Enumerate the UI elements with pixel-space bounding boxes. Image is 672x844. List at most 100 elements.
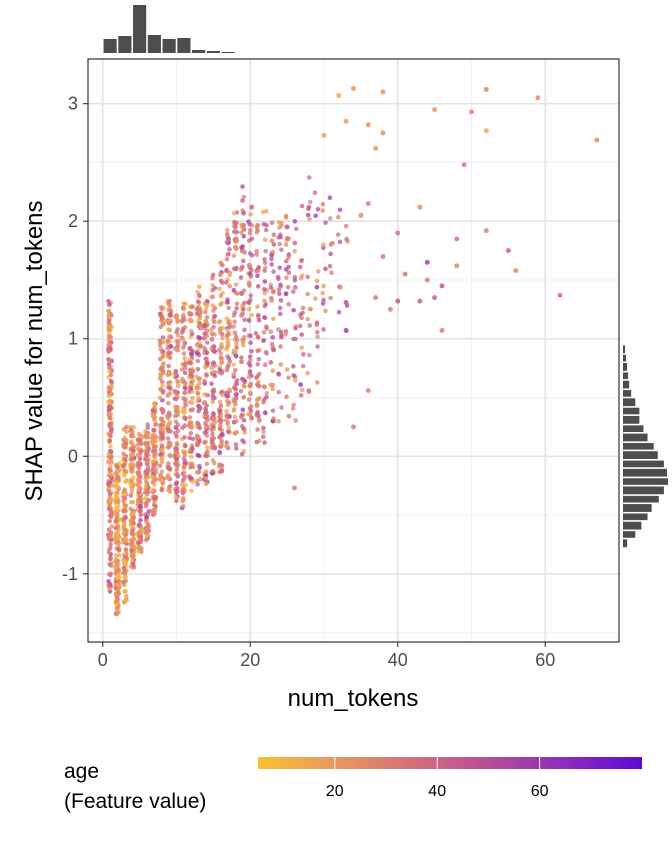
scatter-point	[123, 515, 128, 521]
scatter-point	[315, 269, 321, 274]
scatter-point	[172, 396, 178, 401]
scatter-point	[327, 263, 333, 269]
scatter-point	[195, 358, 201, 364]
scatter-point	[299, 332, 304, 337]
scatter-point	[290, 406, 296, 411]
scatter-point	[121, 579, 126, 585]
scatter-point	[166, 410, 172, 416]
scatter-point	[270, 368, 276, 374]
scatter-point	[203, 356, 209, 362]
scatter-point	[203, 331, 208, 336]
scatter-point	[217, 426, 223, 431]
scatter-point-outlier	[351, 85, 356, 91]
scatter-point	[197, 322, 203, 328]
scatter-point-outlier	[373, 295, 379, 301]
y-histogram-bar	[623, 504, 652, 512]
scatter-point	[283, 291, 289, 297]
scatter-point	[233, 367, 238, 373]
y-histogram-bar	[623, 372, 629, 380]
scatter-point	[242, 300, 247, 306]
scatter-point	[218, 344, 224, 350]
scatter-point	[122, 468, 128, 474]
scatter-point	[183, 416, 188, 421]
scatter-point	[220, 392, 225, 398]
scatter-point	[205, 417, 211, 423]
scatter-point-outlier	[395, 298, 401, 304]
scatter-point	[136, 473, 141, 479]
scatter-point	[182, 435, 187, 440]
scatter-point	[242, 335, 247, 340]
scatter-point	[225, 332, 231, 338]
scatter-point	[113, 505, 119, 511]
scatter-point-outlier	[439, 283, 445, 289]
scatter-point	[190, 479, 195, 485]
scatter-point	[209, 422, 215, 427]
y-histogram-bar	[623, 380, 630, 389]
scatter-point	[115, 497, 121, 503]
scatter-point	[293, 285, 298, 290]
scatter-point	[136, 487, 141, 493]
scatter-point	[106, 389, 112, 394]
scatter-point	[151, 405, 157, 411]
scatter-point	[290, 289, 296, 294]
scatter-point	[189, 454, 194, 460]
scatter-point-outlier	[380, 130, 386, 136]
scatter-point	[234, 238, 240, 244]
scatter-point	[276, 287, 282, 293]
scatter-point	[161, 349, 166, 354]
scatter-point	[129, 486, 135, 492]
scatter-point	[174, 313, 179, 318]
scatter-point	[160, 446, 166, 452]
scatter-point	[231, 324, 236, 329]
scatter-point	[211, 412, 216, 417]
scatter-point	[225, 340, 230, 346]
scatter-point	[239, 313, 244, 318]
scatter-point	[305, 316, 311, 322]
scatter-point	[299, 257, 304, 263]
scatter-point	[204, 429, 209, 434]
x-tick-label: 20	[240, 650, 260, 670]
scatter-point	[109, 524, 115, 529]
y-histogram-bar	[623, 451, 658, 460]
scatter-point	[254, 413, 260, 418]
scatter-point	[234, 338, 240, 343]
scatter-point	[233, 402, 238, 407]
scatter-point	[226, 305, 232, 311]
scatter-point	[262, 298, 267, 303]
scatter-point	[194, 478, 200, 484]
scatter-point	[218, 293, 224, 299]
scatter-point	[153, 422, 158, 428]
scatter-point	[284, 275, 289, 280]
scatter-point	[166, 327, 171, 332]
scatter-point	[129, 452, 135, 457]
scatter-point	[225, 297, 230, 302]
y-histogram-bar	[623, 539, 628, 548]
scatter-point	[231, 210, 237, 216]
scatter-point	[106, 308, 112, 314]
scatter-point	[212, 313, 218, 319]
scatter-point	[286, 270, 292, 275]
scatter-point	[202, 378, 207, 384]
x-histogram-bar	[177, 38, 191, 53]
scatter-point	[211, 319, 217, 325]
scatter-point	[218, 351, 224, 356]
grid-layer	[88, 59, 619, 642]
scatter-point	[299, 387, 305, 393]
scatter-point	[168, 386, 173, 392]
scatter-point	[106, 302, 112, 307]
x-histogram-bar	[147, 35, 161, 53]
scatter-point	[190, 395, 195, 401]
scatter-point-outlier	[365, 387, 371, 393]
scatter-point	[152, 500, 157, 505]
scatter-point	[232, 414, 238, 420]
scatter-point	[210, 388, 216, 394]
scatter-point	[261, 434, 266, 440]
legend-tick-label: 40	[428, 783, 446, 800]
scatter-point	[256, 317, 262, 323]
scatter-point	[144, 457, 150, 462]
scatter-point	[256, 379, 261, 385]
scatter-point	[278, 298, 284, 303]
scatter-point	[108, 449, 114, 455]
scatter-point	[249, 404, 254, 409]
scatter-point	[323, 308, 328, 314]
